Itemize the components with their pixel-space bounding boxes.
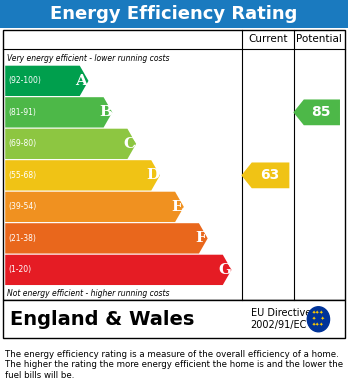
- Text: C: C: [123, 137, 135, 151]
- Text: (69-80): (69-80): [9, 139, 37, 148]
- Text: 85: 85: [311, 105, 331, 119]
- Text: (39-54): (39-54): [9, 203, 37, 212]
- Text: (92-100): (92-100): [9, 76, 41, 85]
- Text: Energy Efficiency Rating: Energy Efficiency Rating: [50, 5, 298, 23]
- Polygon shape: [242, 163, 290, 188]
- Circle shape: [307, 307, 330, 332]
- Polygon shape: [5, 129, 136, 159]
- Text: G: G: [218, 263, 231, 277]
- FancyBboxPatch shape: [0, 0, 348, 28]
- Text: B: B: [99, 105, 112, 119]
- Text: Potential: Potential: [296, 34, 342, 45]
- Text: The energy efficiency rating is a measure of the overall efficiency of a home. T: The energy efficiency rating is a measur…: [5, 350, 343, 380]
- Polygon shape: [5, 160, 160, 190]
- Polygon shape: [5, 255, 231, 285]
- Text: 63: 63: [260, 169, 279, 182]
- Text: (55-68): (55-68): [9, 171, 37, 180]
- Text: D: D: [147, 169, 160, 182]
- Polygon shape: [5, 223, 208, 253]
- Text: England & Wales: England & Wales: [10, 310, 195, 329]
- Text: EU Directive
2002/91/EC: EU Directive 2002/91/EC: [251, 308, 311, 330]
- Text: Current: Current: [248, 34, 288, 45]
- Polygon shape: [293, 99, 340, 125]
- Polygon shape: [5, 66, 88, 96]
- Text: A: A: [76, 74, 87, 88]
- Text: (21-38): (21-38): [9, 234, 37, 243]
- Text: Very energy efficient - lower running costs: Very energy efficient - lower running co…: [7, 54, 169, 63]
- Text: Not energy efficient - higher running costs: Not energy efficient - higher running co…: [7, 289, 169, 298]
- Bar: [3, 300, 345, 338]
- Text: F: F: [195, 231, 206, 246]
- Bar: [3, 30, 345, 300]
- Text: E: E: [171, 200, 183, 214]
- Polygon shape: [5, 192, 184, 222]
- Text: (1-20): (1-20): [9, 265, 32, 274]
- Polygon shape: [5, 97, 112, 127]
- Text: ✦✦✦
✦   ✦
✦✦✦: ✦✦✦ ✦ ✦ ✦✦✦: [312, 311, 325, 328]
- Text: (81-91): (81-91): [9, 108, 37, 117]
